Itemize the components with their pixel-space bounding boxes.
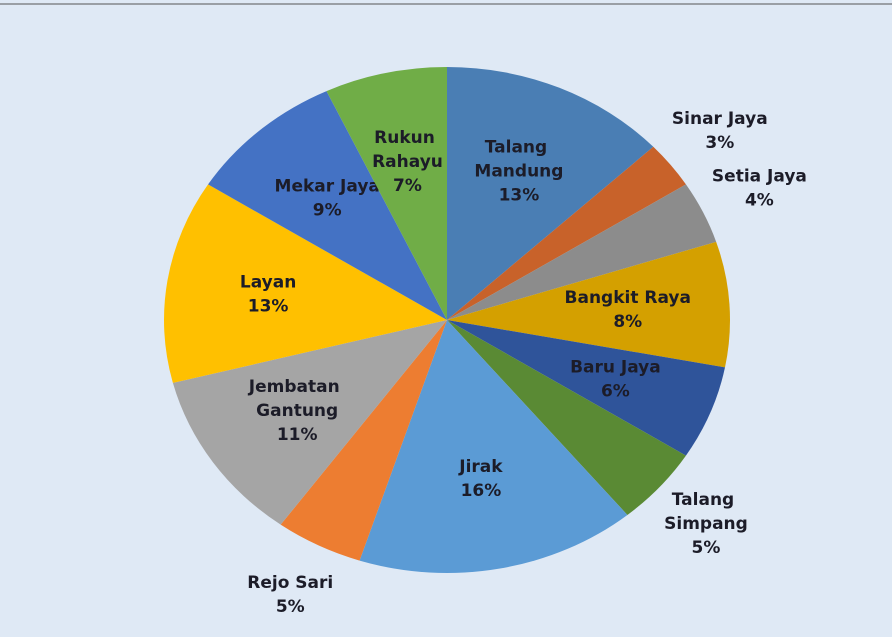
pie-slice bbox=[326, 67, 447, 320]
slice-label: Rukun Rahayu bbox=[372, 128, 443, 172]
slice-percent: 11% bbox=[277, 425, 318, 445]
label-line: Jirak bbox=[458, 457, 503, 477]
slice-label: Mekar Jaya bbox=[275, 177, 380, 197]
slice-label: Rejo Sari bbox=[247, 573, 333, 593]
label-line: Talang bbox=[485, 137, 553, 157]
label-line: Setia Jaya bbox=[712, 167, 807, 187]
slice-label: Sinar Jaya bbox=[672, 109, 768, 129]
slice-percent: 3% bbox=[705, 133, 734, 153]
label-line: Rahayu bbox=[372, 152, 443, 172]
label-line: Mekar Jaya bbox=[275, 177, 380, 197]
slice-percent: 8% bbox=[613, 312, 642, 332]
label-line: Layan bbox=[240, 273, 296, 293]
slice-percent: 16% bbox=[461, 481, 502, 501]
pie-slice bbox=[447, 184, 717, 320]
slice-percent: 13% bbox=[248, 297, 289, 317]
label-line: Rejo Sari bbox=[247, 573, 333, 593]
pie-slice bbox=[359, 320, 628, 573]
pie-slice bbox=[447, 320, 725, 456]
slice-label: Talang Mandung bbox=[474, 137, 563, 181]
pie-slice bbox=[447, 67, 654, 320]
slice-percent: 6% bbox=[601, 382, 630, 402]
pie-slice bbox=[447, 320, 686, 515]
label-line: Sinar Jaya bbox=[672, 109, 768, 129]
slice-label: Baru Jaya bbox=[570, 358, 661, 378]
slice-label: Layan bbox=[240, 273, 296, 293]
label-line: Rukun bbox=[374, 128, 441, 148]
label-line: Gantung bbox=[256, 401, 338, 421]
slice-label: Talang Simpang bbox=[664, 490, 748, 534]
label-line: Bangkit Raya bbox=[565, 288, 691, 308]
slice-percent: 5% bbox=[276, 597, 305, 617]
slice-label: Jembatan Gantung bbox=[248, 377, 346, 421]
slice-percent: 9% bbox=[313, 201, 342, 221]
pie-slice bbox=[447, 241, 731, 368]
label-line: Simpang bbox=[664, 514, 748, 534]
slice-percent: 7% bbox=[393, 176, 422, 196]
label-line: Mandung bbox=[474, 161, 563, 181]
slice-label: Jirak bbox=[458, 457, 503, 477]
pie-slice bbox=[163, 184, 447, 383]
pie-slice bbox=[280, 320, 447, 561]
label-line: Baru Jaya bbox=[570, 358, 661, 378]
pie-slice bbox=[208, 91, 447, 320]
label-line: Talang bbox=[672, 490, 740, 510]
slice-percent: 13% bbox=[499, 185, 540, 205]
pie-slice bbox=[447, 146, 686, 320]
slice-percent: 5% bbox=[692, 538, 721, 558]
slice-label: Setia Jaya bbox=[712, 167, 807, 187]
label-line: Jembatan bbox=[248, 377, 346, 397]
slice-label: Bangkit Raya bbox=[565, 288, 691, 308]
pie-slice bbox=[172, 320, 447, 525]
slice-percent: 4% bbox=[745, 191, 774, 211]
